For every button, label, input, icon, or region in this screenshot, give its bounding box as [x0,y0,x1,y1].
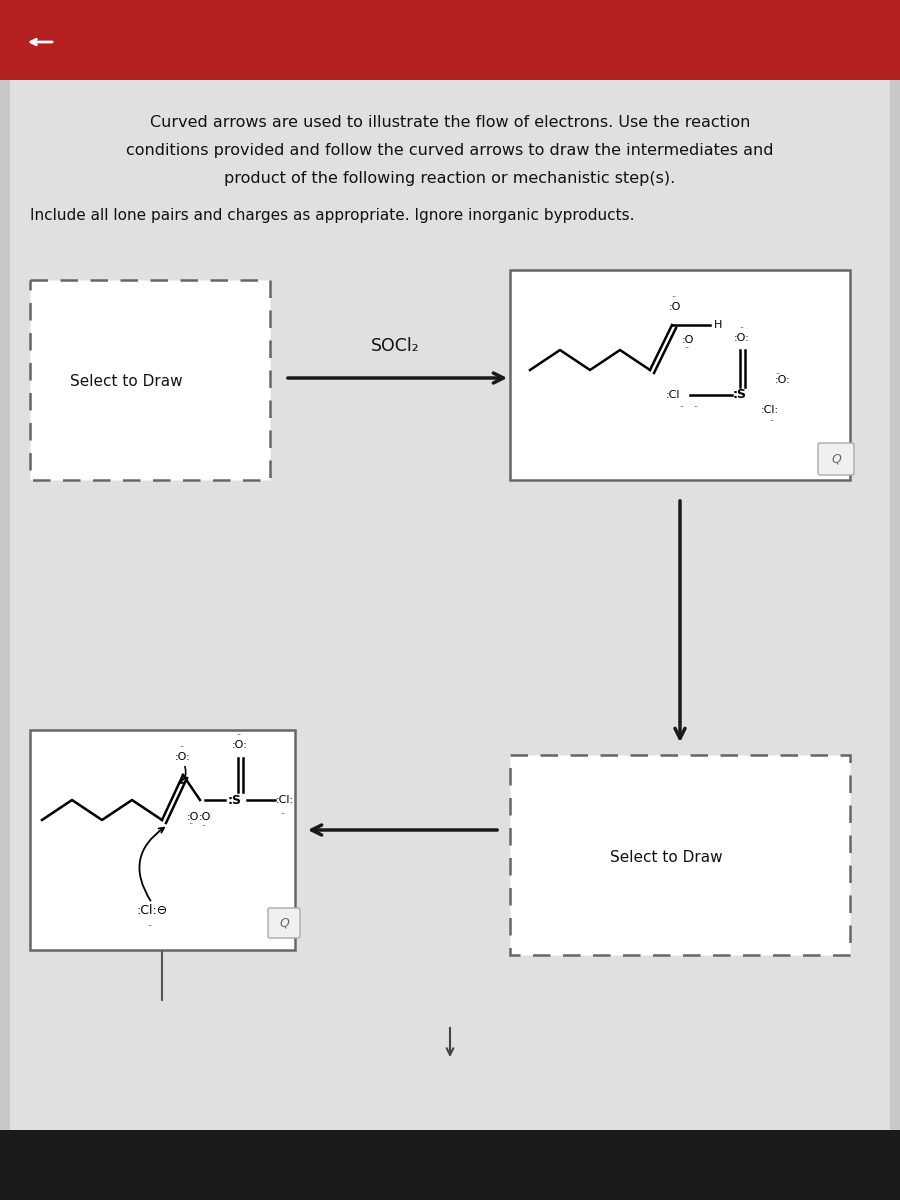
Bar [30,280,270,480]
Text: Include all lone pairs and charges as appropriate. Ignore inorganic byproducts.: Include all lone pairs and charges as ap… [30,208,634,223]
Text: ··: ·· [740,324,744,332]
Text: ··: ·· [684,344,689,353]
Text: :Cl: :Cl [665,390,680,400]
Text: :O: :O [682,335,694,346]
FancyArrowPatch shape [179,767,185,782]
Text: ··: ·· [693,403,698,412]
Text: H: H [714,320,723,330]
Bar [510,270,850,480]
Text: product of the following reaction or mechanistic step(s).: product of the following reaction or mec… [224,170,676,186]
Text: :Cl:: :Cl: [760,404,779,415]
Text: :O:: :O: [176,752,191,762]
Text: ··: ·· [237,731,241,740]
Text: :O: :O [669,302,681,312]
Text: ··: ·· [680,403,685,412]
Text: ··: ·· [148,922,153,931]
Text: :O:: :O: [775,374,791,385]
Bar [30,730,295,950]
Text: ··: ·· [775,370,780,379]
Text: :S: :S [228,793,242,806]
Text: Q: Q [279,917,289,930]
Text: Select to Draw: Select to Draw [610,850,723,864]
Text: :O:: :O: [232,740,248,750]
Text: :Cl:⊖: :Cl:⊖ [137,904,167,917]
Bar [510,755,850,955]
Text: ··: ·· [188,820,194,829]
Text: ··: ·· [770,416,775,426]
Text: ··: ·· [202,822,207,830]
Text: SOCl₂: SOCl₂ [371,337,419,355]
Text: :O: :O [187,812,199,822]
Text: Q: Q [831,452,841,466]
FancyArrowPatch shape [140,828,164,901]
Text: :Cl:: :Cl: [276,794,294,805]
Text: Curved arrows are used to illustrate the flow of electrons. Use the reaction: Curved arrows are used to illustrate the… [149,115,751,130]
Text: ··: ·· [281,810,285,818]
Text: ··: ·· [671,293,677,302]
Text: :S: :S [733,389,747,402]
Text: :O:: :O: [734,332,750,343]
FancyBboxPatch shape [268,908,300,938]
Text: ··: ·· [179,743,184,752]
FancyBboxPatch shape [818,443,854,475]
Text: Select to Draw: Select to Draw [70,374,183,390]
Bar [0,0,900,80]
Text: :O: :O [199,812,212,822]
Bar [10,80,890,1130]
Text: conditions provided and follow the curved arrows to draw the intermediates and: conditions provided and follow the curve… [126,143,774,158]
Bar [0,1130,900,1200]
